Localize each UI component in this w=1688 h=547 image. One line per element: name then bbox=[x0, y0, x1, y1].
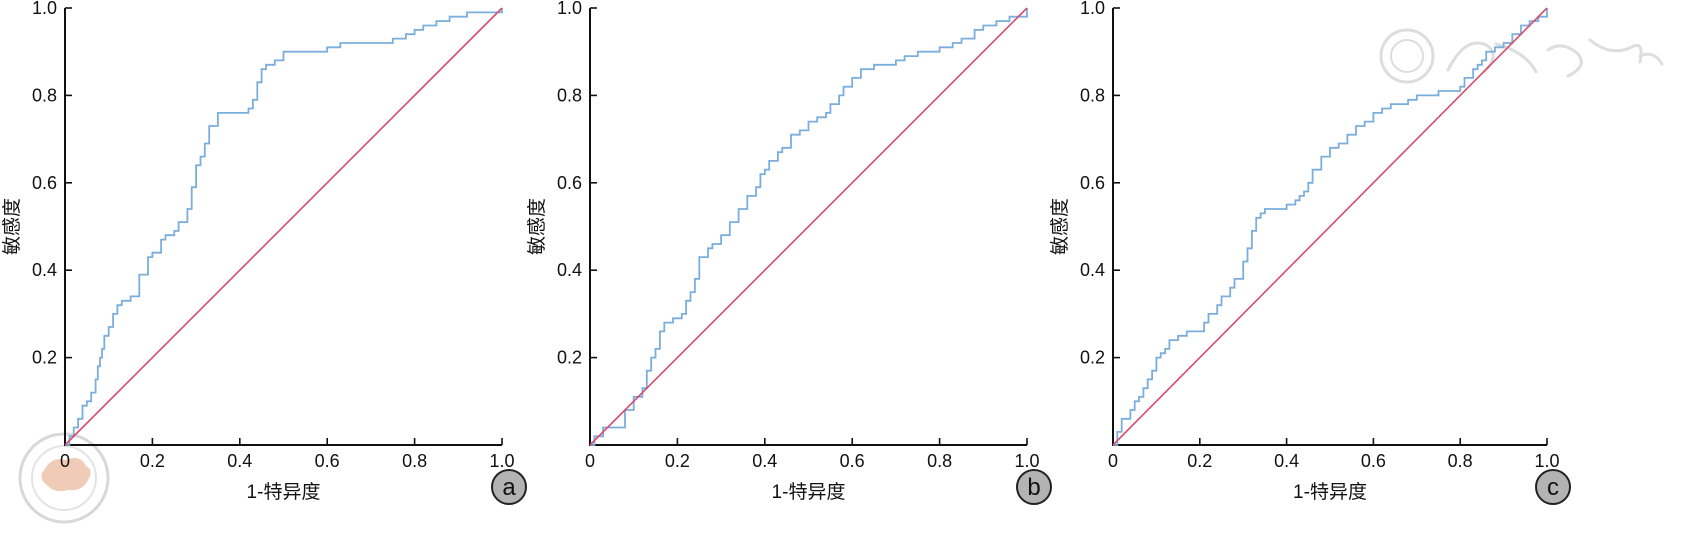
watermark-bottom-left bbox=[18, 432, 110, 524]
y-axis-title: 敏感度 bbox=[1049, 198, 1071, 255]
y-tick-label: 1.0 bbox=[32, 0, 57, 18]
reference-diagonal bbox=[1112, 7, 1548, 446]
y-tick-label: 0.2 bbox=[1080, 348, 1105, 368]
y-tick-label: 0.8 bbox=[557, 85, 582, 105]
reference-diagonal bbox=[589, 7, 1028, 446]
x-tick-label: 0.8 bbox=[402, 451, 427, 471]
watermark-brush-icon bbox=[1446, 38, 1664, 78]
watermark-china-map-icon bbox=[41, 458, 91, 492]
roc-curve bbox=[590, 8, 1028, 446]
panel-b: 0 0.2 0.4 0.6 0.8 1.0 0.2 0.4 0.6 0.8 1.0 1-特异度 敏感度 b bbox=[526, 0, 1052, 505]
y-tick-label: 0.4 bbox=[32, 260, 57, 280]
y-tick-label: 0.8 bbox=[32, 85, 57, 105]
panel-label-badge bbox=[1016, 469, 1052, 505]
x-axis-title: 1-特异度 bbox=[772, 481, 846, 503]
panel-label: c bbox=[1547, 474, 1559, 501]
x-tick-label: 1.0 bbox=[489, 451, 514, 471]
x-tick-label: 0 bbox=[1108, 451, 1118, 471]
x-tick-label: 1.0 bbox=[1534, 451, 1559, 471]
x-tick-label: 0.2 bbox=[140, 451, 165, 471]
y-tick-label: 1.0 bbox=[1080, 0, 1105, 18]
y-axis-title: 敏感度 bbox=[1, 198, 23, 255]
y-tick-label: 0.4 bbox=[557, 260, 582, 280]
x-tick-label: 0.6 bbox=[315, 451, 340, 471]
y-tick-label: 0.2 bbox=[32, 348, 57, 368]
y-axis-title: 敏感度 bbox=[526, 198, 548, 255]
watermark-seal-inner-icon bbox=[1390, 39, 1424, 73]
panel-label-badge bbox=[1535, 469, 1571, 505]
y-tick-label: 0.2 bbox=[557, 348, 582, 368]
watermark-top-right bbox=[1379, 28, 1664, 84]
y-tick-label: 0.8 bbox=[1080, 85, 1105, 105]
panel-label: b bbox=[1027, 474, 1040, 501]
x-tick-label: 0.8 bbox=[927, 451, 952, 471]
x-axis-title: 1-特异度 bbox=[247, 481, 321, 503]
reference-diagonal bbox=[64, 7, 503, 446]
panel-c: 0 0.2 0.4 0.6 0.8 1.0 0.2 0.4 0.6 0.8 1.0 1-特异度 敏感度 c bbox=[1049, 0, 1571, 505]
y-tick-label: 0.6 bbox=[32, 173, 57, 193]
x-tick-label: 0 bbox=[60, 451, 70, 471]
roc-curve bbox=[65, 8, 503, 446]
x-axis-title: 1-特异度 bbox=[1293, 481, 1367, 503]
x-tick-label: 0.2 bbox=[665, 451, 690, 471]
x-tick-label: 0.6 bbox=[840, 451, 865, 471]
x-tick-label: 0.4 bbox=[227, 451, 252, 471]
panel-label: a bbox=[502, 474, 516, 501]
x-tick-label: 0 bbox=[585, 451, 595, 471]
panel-label-badge bbox=[491, 469, 527, 505]
x-tick-label: 0.4 bbox=[1274, 451, 1299, 471]
x-tick-label: 0.8 bbox=[1448, 451, 1473, 471]
y-tick-label: 0.6 bbox=[1080, 173, 1105, 193]
y-tick-label: 0.4 bbox=[1080, 260, 1105, 280]
x-tick-label: 1.0 bbox=[1014, 451, 1039, 471]
watermark-seal-icon bbox=[1379, 28, 1435, 84]
y-tick-label: 0.6 bbox=[557, 173, 582, 193]
x-tick-label: 0.4 bbox=[752, 451, 777, 471]
x-tick-label: 0.6 bbox=[1361, 451, 1386, 471]
y-tick-label: 1.0 bbox=[557, 0, 582, 18]
roc-curve bbox=[1113, 8, 1548, 446]
panel-a: 0 0.2 0.4 0.6 0.8 1.0 0.2 0.4 0.6 0.8 1.0 1-特异度 敏感度 a bbox=[1, 0, 527, 505]
x-tick-label: 0.2 bbox=[1187, 451, 1212, 471]
